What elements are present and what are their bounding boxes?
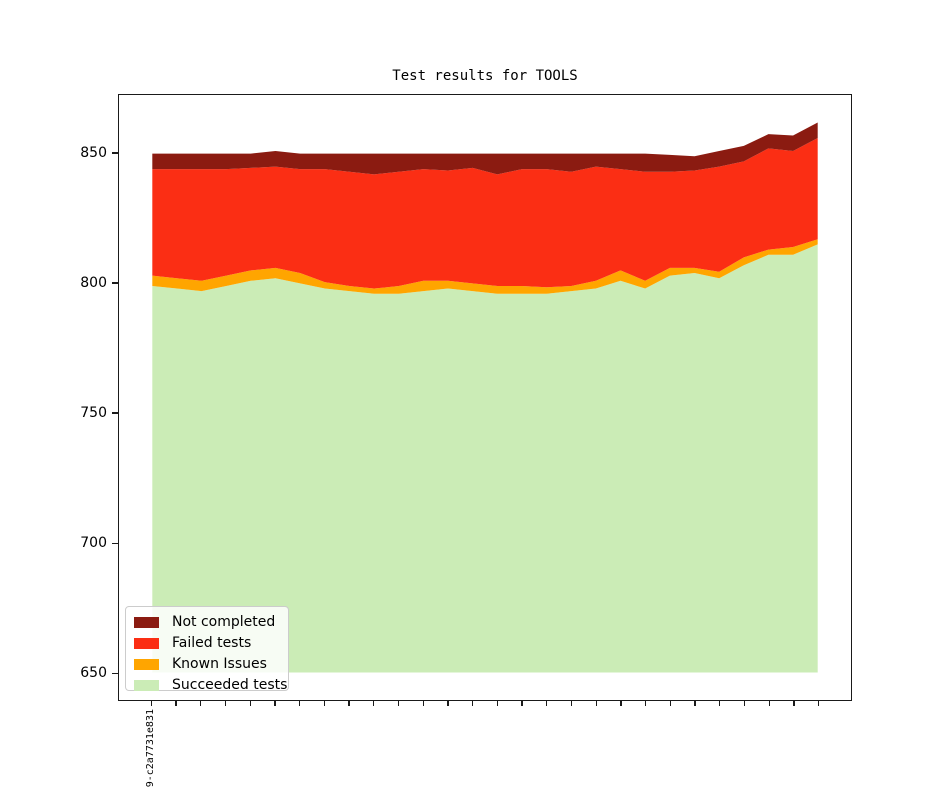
x-tick-mark [496,701,499,706]
legend-label-failed-tests: Failed tests [172,635,252,651]
x-tick-label-first: 9-c2a7731e831 [145,709,156,787]
legend-item-succeeded-tests: Succeeded tests [134,675,288,696]
y-tick-label-750: 750 [80,405,107,422]
legend-label-succeeded-tests: Succeeded tests [172,677,288,693]
legend-item-known-issues: Known Issues [134,654,288,675]
x-tick-mark [274,701,276,706]
x-tick-mark [150,701,153,706]
x-tick-mark [200,701,202,706]
y-tick-label-700: 700 [80,535,107,552]
x-tick-mark [224,701,227,706]
x-tick-mark [570,701,573,706]
chart-title: Test results for TOOLS [392,68,578,84]
x-tick-mark [669,701,672,706]
area-succeeded-tests [152,244,818,673]
x-tick-mark [298,701,301,706]
x-tick-mark [323,701,326,706]
x-tick-mark [348,701,350,706]
x-tick-mark [546,701,548,706]
x-tick-mark [397,701,400,706]
area-failed-tests [152,138,818,289]
x-tick-mark [595,701,597,706]
legend-swatch-known-issues [134,659,159,670]
legend: Not completed Failed tests Known Issues … [125,606,289,693]
y-tick-mark [112,672,118,675]
y-tick-mark [112,152,118,154]
y-tick-mark [112,412,118,414]
x-tick-mark [817,701,820,706]
x-tick-mark [719,701,721,706]
area-known-issues [152,239,818,294]
area-not-completed [152,122,818,175]
x-tick-mark [644,701,647,706]
x-tick-mark [471,701,474,706]
legend-item-failed-tests: Failed tests [134,633,288,654]
x-tick-mark [793,701,795,706]
legend-item-not-completed: Not completed [134,612,288,633]
legend-swatch-succeeded-tests [134,680,159,691]
legend-label-known-issues: Known Issues [172,656,267,672]
plot-area [118,94,852,701]
x-tick-mark [175,701,177,706]
y-tick-label-850: 850 [80,144,107,161]
y-tick-mark [112,542,118,544]
x-tick-mark [521,701,523,706]
legend-swatch-failed-tests [134,638,159,649]
y-tick-label-650: 650 [80,665,107,682]
legend-swatch-not-completed [134,617,159,628]
y-tick-label-800: 800 [80,274,107,291]
stacked-area-chart [152,122,818,673]
y-tick-mark [112,282,118,284]
x-tick-mark [373,701,375,706]
x-tick-mark [620,701,622,706]
x-tick-mark [694,701,696,706]
x-tick-mark [743,701,746,706]
x-tick-mark [249,701,251,706]
x-tick-mark [447,701,449,706]
x-tick-mark [422,701,424,706]
x-tick-mark [768,701,770,706]
legend-label-not-completed: Not completed [172,614,276,630]
